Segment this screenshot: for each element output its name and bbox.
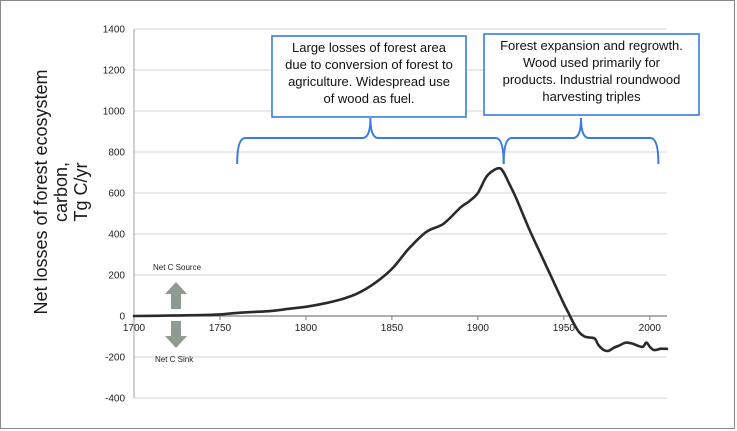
annotation-text-line: Forest expansion and regrowth. <box>500 38 683 53</box>
x-tick-label: 1750 <box>209 323 232 334</box>
annotation-text-line: agriculture. Widespread use <box>288 74 450 89</box>
grid-lines <box>134 28 667 399</box>
y-tick-label: -200 <box>105 353 125 364</box>
annotation-box <box>483 33 700 116</box>
y-tick-label: 800 <box>108 148 125 159</box>
axes <box>133 29 667 398</box>
source-sink-indicators: Net C Source Net C Sink <box>153 263 202 364</box>
y-tick-label: -400 <box>105 394 125 405</box>
x-tick-label: 1850 <box>381 323 404 334</box>
y-tick-labels: -400 -200 0 200 400 600 800 1000 1200 1400 <box>103 25 126 405</box>
annotation-brace <box>236 117 505 165</box>
net-c-source-label: Net C Source <box>153 263 202 272</box>
annotation-text-line: Large losses of forest area <box>292 40 447 55</box>
up-arrow-icon <box>165 282 187 309</box>
y-axis-title-line-1: Net losses of forest ecosystem <box>31 69 51 314</box>
y-tick-label: 1200 <box>103 66 126 77</box>
x-tick-label: 1950 <box>553 323 576 334</box>
annotation-text-line: of wood as fuel. <box>323 91 414 106</box>
series-line <box>132 166 669 353</box>
down-arrow-icon <box>165 321 187 348</box>
y-axis-title-line-2: carbon, <box>51 162 71 222</box>
annotation-boxes: Large losses of forest area due to conver… <box>271 33 700 118</box>
annotation-brace <box>502 117 660 165</box>
annotation-text-line: due to conversion of forest to <box>285 57 453 72</box>
y-axis-title: Net losses of forest ecosystem carbon, T… <box>31 69 91 314</box>
annotation-box <box>271 35 467 118</box>
net-c-sink-label: Net C Sink <box>155 355 194 364</box>
annotation-text-line: Wood used primarily for <box>523 55 661 70</box>
y-tick-label: 0 <box>119 312 125 323</box>
y-tick-label: 1400 <box>103 25 126 36</box>
y-tick-label: 1000 <box>103 107 126 118</box>
y-tick-label: 200 <box>108 271 125 282</box>
annotation-text-line: harvesting triples <box>542 89 641 104</box>
y-tick-label: 400 <box>108 230 125 241</box>
y-axis-title-line-3: Tg C/yr <box>71 162 91 221</box>
annotation-braces <box>236 117 660 165</box>
series-layer <box>132 166 669 353</box>
x-tick-label: 1900 <box>467 323 490 334</box>
annotation-text-line: products. Industrial roundwood <box>503 72 681 87</box>
x-tick-label: 1800 <box>295 323 318 334</box>
x-tick-label: 2000 <box>639 323 662 334</box>
y-tick-label: 600 <box>108 189 125 200</box>
